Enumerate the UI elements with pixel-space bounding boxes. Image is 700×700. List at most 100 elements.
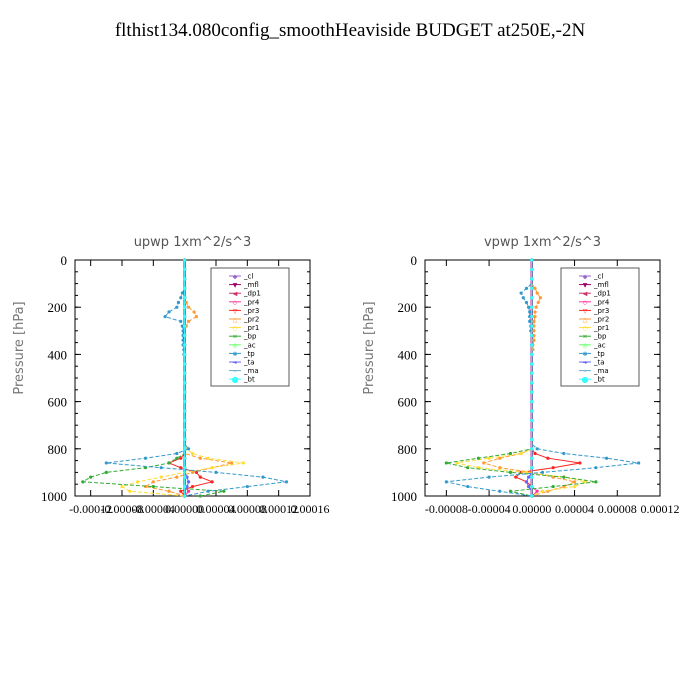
data-point — [167, 461, 171, 465]
legend-entry: _pr2 — [593, 316, 609, 324]
data-point — [604, 456, 609, 460]
data-point — [190, 484, 195, 489]
data-point — [179, 456, 183, 460]
legend-marker: ◆ — [233, 274, 238, 281]
legend-entry: _pr2 — [243, 316, 259, 324]
legend-marker: ▼ — [233, 282, 238, 289]
data-point — [179, 296, 183, 300]
data-point — [183, 258, 187, 262]
data-point — [530, 324, 534, 328]
data-point — [81, 480, 85, 484]
x-tick-label: -0.00004 — [132, 502, 175, 516]
data-point — [530, 466, 534, 470]
data-point — [183, 418, 187, 423]
data-point — [540, 470, 545, 474]
data-point — [222, 489, 226, 493]
data-point — [508, 470, 513, 474]
data-point — [528, 319, 532, 323]
data-point — [183, 277, 187, 281]
data-point — [514, 475, 518, 479]
data-point — [143, 456, 148, 460]
data-point — [535, 489, 539, 493]
data-point — [175, 451, 179, 456]
data-point — [530, 484, 534, 489]
data-point — [186, 447, 191, 451]
y-tick-label: 400 — [48, 347, 68, 362]
legend-entry: _ma — [593, 367, 609, 375]
legend-marker: ◀ — [233, 291, 238, 298]
y-tick-label: 800 — [48, 442, 68, 457]
x-tick-label: 0.00012 — [259, 502, 298, 516]
legend-marker: ○ — [232, 325, 237, 332]
legend-marker: ✱ — [232, 351, 237, 358]
data-point — [183, 352, 187, 356]
data-point — [104, 470, 108, 474]
data-point — [183, 333, 187, 338]
data-point — [186, 489, 191, 493]
data-point — [546, 456, 550, 460]
data-point — [181, 338, 185, 342]
data-point — [214, 470, 218, 474]
data-point — [530, 428, 534, 432]
data-point — [466, 466, 470, 470]
data-point — [530, 371, 534, 375]
data-point — [524, 480, 529, 484]
data-point — [508, 451, 513, 456]
data-point — [175, 305, 179, 309]
y-tick-label: 1000 — [41, 489, 67, 504]
data-point — [179, 319, 183, 323]
data-point — [532, 338, 536, 342]
legend-marker: ▽ — [583, 308, 588, 315]
data-point — [167, 489, 171, 493]
data-point — [530, 390, 534, 394]
data-point — [527, 305, 531, 309]
data-point — [535, 447, 539, 451]
data-point — [186, 305, 191, 309]
data-point — [533, 451, 537, 456]
data-point — [261, 475, 265, 479]
data-point — [530, 475, 534, 479]
legend-marker: ◇ — [583, 299, 588, 306]
y-axis-label: Pressure [hPa] — [362, 301, 377, 394]
legend-marker: – — [584, 368, 587, 375]
legend-entry: _ma — [243, 367, 259, 375]
data-point — [530, 315, 534, 319]
legend-marker: ○ — [582, 325, 587, 332]
data-point — [583, 480, 587, 484]
data-point — [530, 437, 534, 441]
legend-entry: _tp — [593, 350, 605, 358]
data-point — [183, 362, 187, 366]
legend-entry: _cl — [243, 273, 253, 281]
legend-marker: ➔ — [232, 360, 237, 367]
y-axis-label: Pressure [hPa] — [12, 301, 27, 394]
legend-marker: ▽ — [233, 308, 238, 315]
data-point — [530, 447, 534, 451]
data-point — [530, 456, 534, 460]
legend-entry: _pr1 — [593, 324, 609, 332]
y-tick-label: 1000 — [391, 489, 417, 504]
legend-entry: _mfl — [593, 281, 609, 289]
data-point — [183, 390, 187, 394]
data-point — [183, 447, 187, 451]
legend-entry: _mfl — [243, 281, 259, 289]
data-point — [530, 277, 534, 281]
data-point — [183, 494, 187, 498]
data-point — [210, 480, 214, 484]
data-point — [637, 461, 641, 465]
data-point — [519, 451, 523, 456]
data-point — [183, 400, 187, 404]
data-point — [530, 305, 534, 309]
legend-entry: _dp1 — [243, 290, 261, 298]
x-tick-label: 0.00004 — [555, 502, 594, 516]
x-tick-label: 0.00012 — [641, 502, 680, 516]
data-point — [524, 300, 529, 305]
data-point — [498, 466, 502, 470]
legend-marker: ⬤ — [232, 377, 239, 384]
y-tick-label: 0 — [61, 253, 68, 268]
data-point — [183, 456, 187, 460]
data-point — [444, 480, 448, 484]
data-point — [230, 461, 234, 465]
data-point — [572, 480, 577, 484]
panel-upwp: upwp 1xm^2/s^3 Pressure [hPa] 0 200 400 600 80… — [12, 235, 330, 516]
legend-marker: – — [234, 368, 237, 375]
